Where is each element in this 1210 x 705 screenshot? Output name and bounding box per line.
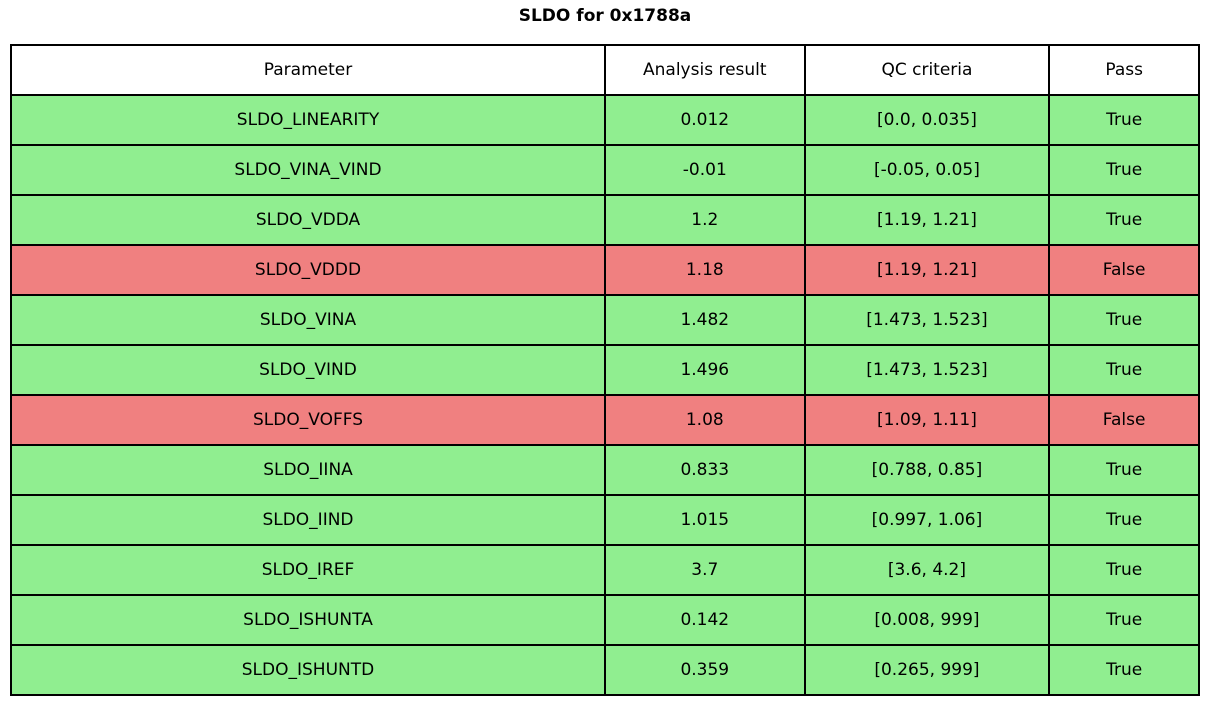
cell-result: 1.18 [604, 244, 806, 296]
table-header-row: Parameter Analysis result QC criteria Pa… [10, 44, 1200, 96]
table-row: SLDO_VINA 1.482 [1.473, 1.523] True [10, 294, 1200, 346]
cell-pass: False [1048, 394, 1200, 446]
cell-result: 1.496 [604, 344, 806, 396]
col-header-pass: Pass [1048, 44, 1200, 96]
cell-criteria: [1.19, 1.21] [803, 244, 1051, 296]
cell-result: 1.015 [604, 494, 806, 546]
cell-criteria: [1.09, 1.11] [803, 394, 1051, 446]
cell-parameter: SLDO_IINA [10, 444, 606, 496]
cell-parameter: SLDO_IREF [10, 544, 606, 596]
cell-result: 1.2 [604, 194, 806, 246]
cell-criteria: [-0.05, 0.05] [803, 144, 1051, 196]
cell-result: 0.142 [604, 594, 806, 646]
table-row: SLDO_VOFFS 1.08 [1.09, 1.11] False [10, 394, 1200, 446]
cell-result: 0.833 [604, 444, 806, 496]
cell-pass: True [1048, 144, 1200, 196]
cell-criteria: [1.19, 1.21] [803, 194, 1051, 246]
col-header-analysis-result: Analysis result [604, 44, 806, 96]
cell-criteria: [0.008, 999] [803, 594, 1051, 646]
cell-result: 0.012 [604, 94, 806, 146]
cell-parameter: SLDO_VINA_VIND [10, 144, 606, 196]
table-row: SLDO_LINEARITY 0.012 [0.0, 0.035] True [10, 94, 1200, 146]
cell-parameter: SLDO_VDDA [10, 194, 606, 246]
cell-criteria: [0.997, 1.06] [803, 494, 1051, 546]
cell-criteria: [0.0, 0.035] [803, 94, 1051, 146]
cell-result: 0.359 [604, 644, 806, 696]
cell-criteria: [1.473, 1.523] [803, 344, 1051, 396]
cell-pass: True [1048, 194, 1200, 246]
cell-criteria: [3.6, 4.2] [803, 544, 1051, 596]
cell-parameter: SLDO_VOFFS [10, 394, 606, 446]
table-row: SLDO_VIND 1.496 [1.473, 1.523] True [10, 344, 1200, 396]
cell-parameter: SLDO_ISHUNTD [10, 644, 606, 696]
cell-parameter: SLDO_ISHUNTA [10, 594, 606, 646]
cell-pass: True [1048, 94, 1200, 146]
cell-result: 1.482 [604, 294, 806, 346]
table-row: SLDO_VINA_VIND -0.01 [-0.05, 0.05] True [10, 144, 1200, 196]
cell-pass: True [1048, 494, 1200, 546]
table-row: SLDO_VDDA 1.2 [1.19, 1.21] True [10, 194, 1200, 246]
cell-parameter: SLDO_LINEARITY [10, 94, 606, 146]
col-header-parameter: Parameter [10, 44, 606, 96]
cell-result: 3.7 [604, 544, 806, 596]
qc-results-table: Parameter Analysis result QC criteria Pa… [10, 44, 1200, 696]
table-row: SLDO_IIND 1.015 [0.997, 1.06] True [10, 494, 1200, 546]
cell-pass: True [1048, 544, 1200, 596]
cell-criteria: [1.473, 1.523] [803, 294, 1051, 346]
cell-parameter: SLDO_VDDD [10, 244, 606, 296]
cell-parameter: SLDO_VINA [10, 294, 606, 346]
cell-parameter: SLDO_VIND [10, 344, 606, 396]
table-row: SLDO_ISHUNTD 0.359 [0.265, 999] True [10, 644, 1200, 696]
cell-result: -0.01 [604, 144, 806, 196]
cell-pass: True [1048, 594, 1200, 646]
table-row: SLDO_ISHUNTA 0.142 [0.008, 999] True [10, 594, 1200, 646]
table-row: SLDO_IREF 3.7 [3.6, 4.2] True [10, 544, 1200, 596]
page-title: SLDO for 0x1788a [518, 6, 692, 26]
cell-result: 1.08 [604, 394, 806, 446]
cell-criteria: [0.265, 999] [803, 644, 1051, 696]
cell-pass: True [1048, 444, 1200, 496]
cell-parameter: SLDO_IIND [10, 494, 606, 546]
cell-criteria: [0.788, 0.85] [803, 444, 1051, 496]
cell-pass: True [1048, 344, 1200, 396]
col-header-qc-criteria: QC criteria [803, 44, 1051, 96]
table-row: SLDO_VDDD 1.18 [1.19, 1.21] False [10, 244, 1200, 296]
cell-pass: True [1048, 294, 1200, 346]
cell-pass: True [1048, 644, 1200, 696]
table-row: SLDO_IINA 0.833 [0.788, 0.85] True [10, 444, 1200, 496]
cell-pass: False [1048, 244, 1200, 296]
